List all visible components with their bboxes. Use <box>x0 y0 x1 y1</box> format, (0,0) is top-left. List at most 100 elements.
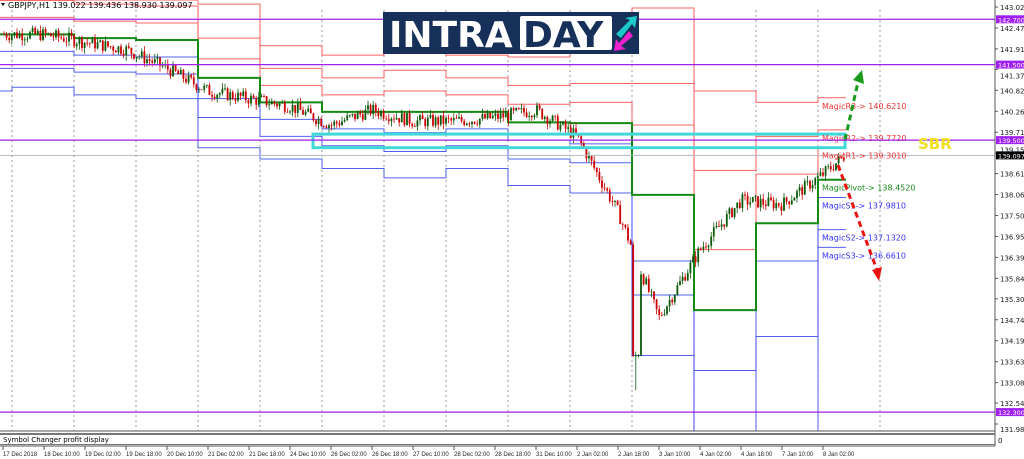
candle-body <box>10 35 13 40</box>
candle-body <box>442 115 445 124</box>
candle-body <box>400 113 403 123</box>
candle-body <box>62 38 65 42</box>
candle-body <box>598 171 601 181</box>
candle-body <box>432 115 434 126</box>
pivot-label-s1: MagicS1-> 137.9810 <box>822 202 906 211</box>
candle-body <box>47 33 50 34</box>
intraday-logo: INTRA DAY <box>383 12 639 56</box>
bullish-arrow <box>843 81 860 141</box>
candle-body <box>507 112 510 121</box>
x-tick-label: 26 Dec 18:00 <box>372 452 408 458</box>
candle-body <box>239 92 242 96</box>
candle-body <box>289 111 291 113</box>
candle-body <box>764 204 767 207</box>
candle-body <box>278 103 281 107</box>
candle-body <box>458 116 460 119</box>
candle-body <box>88 42 91 44</box>
candle-body <box>757 196 759 208</box>
pivot-line-r1 <box>0 16 846 251</box>
candle-body <box>52 36 55 38</box>
candle-body <box>203 85 206 90</box>
candle-body <box>21 33 24 41</box>
candle-body <box>468 123 471 125</box>
candle-body <box>229 92 232 101</box>
candle-body <box>346 115 349 121</box>
candle-body <box>486 112 489 119</box>
candle-body <box>283 102 286 112</box>
candle-body <box>816 175 819 179</box>
candle-body <box>621 223 624 225</box>
x-tick-label: 27 Dec 10:00 <box>413 452 449 458</box>
candle-body <box>242 91 245 96</box>
candle-body <box>234 98 237 101</box>
candle-body <box>829 166 832 170</box>
candle-body <box>811 184 814 189</box>
arrow-down-icon <box>614 31 633 51</box>
candle-body <box>31 27 34 33</box>
candle-body <box>101 40 104 51</box>
candle-body <box>619 204 622 224</box>
candle-body <box>354 113 356 120</box>
candle-body <box>694 256 697 263</box>
candle-body <box>819 172 822 176</box>
candle-body <box>546 116 549 124</box>
candle-body <box>707 245 710 248</box>
candle-body <box>590 155 593 161</box>
candle-body <box>320 118 323 126</box>
candle-body <box>276 103 278 107</box>
x-tick-label: 18 Dec 10:00 <box>44 452 80 458</box>
candle-body <box>554 115 557 117</box>
candle-body <box>112 46 115 51</box>
candle-body <box>611 201 614 202</box>
candle-body <box>395 118 398 120</box>
candle-body <box>767 197 770 207</box>
candle-body <box>416 120 419 127</box>
candle-body <box>434 117 437 126</box>
candle-body <box>562 121 564 125</box>
candle-body <box>250 95 252 104</box>
candle-body <box>629 240 632 245</box>
candle-body <box>471 121 473 125</box>
candle-body <box>138 56 141 58</box>
candle-body <box>699 248 702 250</box>
x-tick-label: 21 Dec 02:00 <box>208 452 244 458</box>
candle-body <box>788 201 791 205</box>
candle-body <box>421 115 424 120</box>
candle-body <box>114 50 117 53</box>
candle-body <box>837 156 840 164</box>
candle-body <box>549 120 551 124</box>
candle-body <box>429 115 432 118</box>
sbr-zone-box <box>311 132 847 150</box>
candle-body <box>341 121 343 126</box>
candle-body <box>538 105 541 109</box>
candle-body <box>650 291 653 293</box>
arrow-up-icon <box>853 70 864 84</box>
level-tag <box>996 136 1024 145</box>
candle-body <box>814 178 817 185</box>
candle-body <box>195 84 198 91</box>
candle-body <box>744 194 746 196</box>
candle-body <box>213 96 216 99</box>
candle-body <box>679 280 681 286</box>
candle-body <box>447 117 450 119</box>
chart-title: GBPJPY,H1 139.022 139.436 138.930 139.09… <box>8 1 193 10</box>
candle-body <box>637 355 640 357</box>
candle-body <box>595 167 598 172</box>
candle-body <box>364 109 367 120</box>
x-tick-label: 7 Jan 10:00 <box>782 452 814 458</box>
candle-body <box>393 118 395 120</box>
x-tick-label: 2 Jan 18:00 <box>618 452 650 458</box>
pivot-label-r3: MagicR3-> 140.6210 <box>822 102 906 111</box>
candle-body <box>60 37 63 39</box>
candle-body <box>634 355 637 357</box>
candle-body <box>801 187 804 195</box>
pivot-label-p: MagicPivot-> 138.4520 <box>822 184 915 193</box>
candle-body <box>224 88 226 90</box>
candle-body <box>65 41 68 43</box>
candle-body <box>426 117 429 127</box>
candle-body <box>190 74 193 78</box>
arrow-up-icon <box>616 16 637 38</box>
level-tag-label: 139.500 <box>998 137 1024 145</box>
